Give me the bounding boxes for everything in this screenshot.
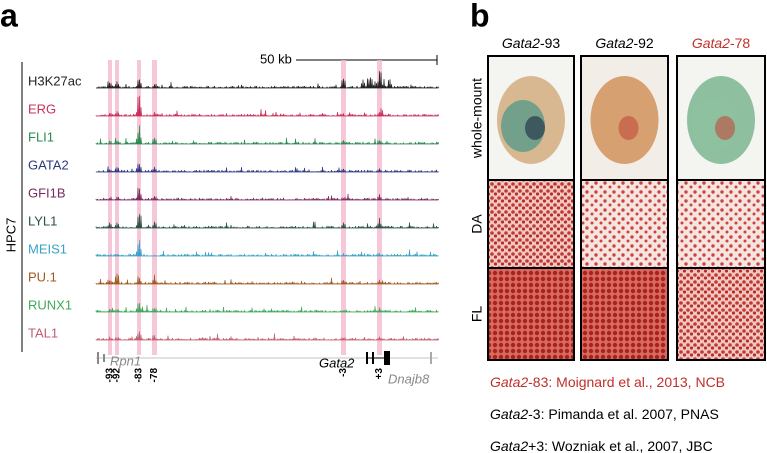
- row-label: DA: [469, 214, 485, 234]
- histology: [677, 268, 765, 360]
- reference: Gata2-83: Moignard et al., 2013, NCB: [490, 374, 725, 390]
- track-label: H3K27ac: [28, 73, 82, 88]
- cell-line: HPC7: [3, 218, 18, 253]
- gene-name: Gata2: [692, 35, 730, 51]
- track-label: ERG: [28, 101, 56, 116]
- track-label: MEIS1: [28, 241, 67, 256]
- organ: [715, 116, 735, 140]
- highlight: [108, 60, 112, 355]
- column-header: Gata2-78: [692, 35, 751, 51]
- track-label: GATA2: [28, 157, 69, 172]
- element-label: -3: [338, 368, 349, 377]
- allele: -78: [730, 35, 750, 51]
- scale-label: 50 kb: [260, 51, 292, 66]
- signal-track: [95, 188, 440, 201]
- reference: Gata2-3: Pimanda et al. 2007, PNAS: [490, 406, 719, 422]
- track-label: TAL1: [28, 325, 58, 340]
- track-label: LYL1: [28, 213, 57, 228]
- signal-track: [95, 125, 440, 145]
- element-label: -78: [149, 368, 160, 383]
- gene-label: Dnajb8: [388, 371, 430, 386]
- signal-track: [95, 273, 440, 285]
- organ: [525, 116, 545, 140]
- histology: [488, 268, 574, 360]
- allele: -93: [540, 35, 560, 51]
- highlight: [137, 60, 141, 355]
- element-label: +3: [374, 368, 385, 380]
- exon: [97, 352, 99, 364]
- citation: +3: Wozniak et al., 2007, JBC: [528, 438, 713, 453]
- frame: [580, 267, 669, 361]
- gene-name: Gata2: [490, 438, 528, 453]
- highlight: [152, 60, 157, 355]
- frame: [487, 267, 575, 361]
- exon: [430, 352, 432, 364]
- track-label: PU.1: [28, 269, 57, 284]
- exon: [366, 352, 368, 364]
- signal-track: [95, 303, 440, 313]
- column-header: Gata2-92: [595, 35, 654, 51]
- signal-track: [95, 71, 440, 89]
- citation: -3: Pimanda et al. 2007, PNAS: [528, 406, 719, 422]
- exon: [384, 351, 390, 365]
- gene-label: Rpn1: [110, 353, 141, 368]
- signal-track: [95, 240, 439, 257]
- highlight: [115, 60, 119, 355]
- exon: [103, 354, 105, 362]
- track-label: RUNX1: [28, 297, 72, 312]
- histology: [488, 180, 574, 268]
- element-label: -93: [105, 368, 116, 383]
- gene-name: Gata2: [595, 35, 633, 51]
- histology: [581, 180, 668, 268]
- gene-name: Gata2: [490, 406, 528, 422]
- reference: Gata2+3: Wozniak et al., 2007, JBC: [490, 438, 713, 453]
- signal-track: [95, 213, 440, 229]
- exon: [372, 352, 374, 364]
- citation: -83: Moignard et al., 2013, NCB: [528, 374, 725, 390]
- histology: [677, 180, 765, 268]
- signal-track: [95, 163, 440, 173]
- panel-label: a: [0, 0, 18, 33]
- frame: [676, 267, 766, 361]
- highlight: [341, 60, 346, 355]
- track-label: GFI1B: [28, 185, 66, 200]
- track-label: FLI1: [28, 129, 54, 144]
- organ: [618, 116, 639, 140]
- histology: [581, 268, 668, 360]
- row-label: whole-mount: [469, 78, 485, 159]
- signal-track: [95, 331, 440, 341]
- panel-label: b: [470, 0, 490, 33]
- gene-label: Gata2: [319, 355, 355, 370]
- gene-name: Gata2: [502, 35, 540, 51]
- gene-name: Gata2: [490, 374, 528, 390]
- element-label: -92: [112, 368, 123, 383]
- row-label: FL: [469, 306, 485, 323]
- element-label: -83: [134, 368, 145, 383]
- column-header: Gata2-93: [502, 35, 561, 51]
- signal-track: [95, 95, 440, 117]
- highlight: [377, 60, 382, 355]
- allele: -92: [633, 35, 653, 51]
